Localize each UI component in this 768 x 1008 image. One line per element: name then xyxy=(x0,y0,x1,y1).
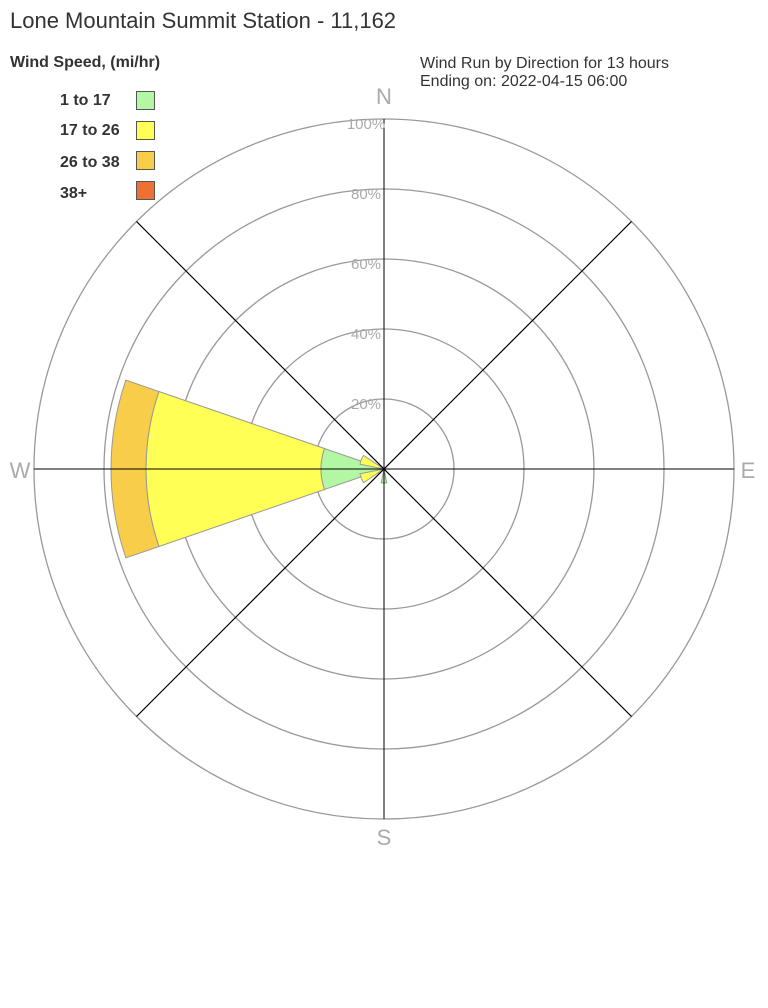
subtitle-line: Ending on: 2022-04-15 06:00 xyxy=(420,73,628,90)
cardinal-label-w: W xyxy=(10,458,31,483)
legend-swatch xyxy=(136,181,155,200)
legend-label: 1 to 17 xyxy=(60,92,111,109)
legend-label: 17 to 26 xyxy=(60,122,120,139)
cardinal-label-s: S xyxy=(377,825,392,850)
legend-label: 26 to 38 xyxy=(60,154,120,171)
radial-tick-label: 20% xyxy=(351,396,381,413)
legend-swatch xyxy=(136,91,155,110)
radial-tick-label: 80% xyxy=(351,186,381,203)
subtitle-line: Wind Run by Direction for 13 hours xyxy=(420,55,669,72)
legend-title: Wind Speed, (mi/hr) xyxy=(10,54,161,71)
chart-title: Lone Mountain Summit Station - 11,162 xyxy=(10,8,397,33)
radial-tick-label: 100% xyxy=(347,116,385,133)
cardinal-label-e: E xyxy=(741,458,756,483)
wind-wedge xyxy=(359,469,382,484)
grid-spoke xyxy=(136,221,632,717)
radial-tick-label: 40% xyxy=(351,326,381,343)
radial-tick-label: 60% xyxy=(351,256,381,273)
chart-subtitle: Wind Run by Direction for 13 hours Endin… xyxy=(420,55,669,91)
wind-wedge xyxy=(359,454,382,469)
cardinal-label-n: N xyxy=(376,84,392,109)
legend-swatch xyxy=(136,151,155,170)
legend-swatch xyxy=(136,121,155,140)
legend-label: 38+ xyxy=(60,185,88,202)
